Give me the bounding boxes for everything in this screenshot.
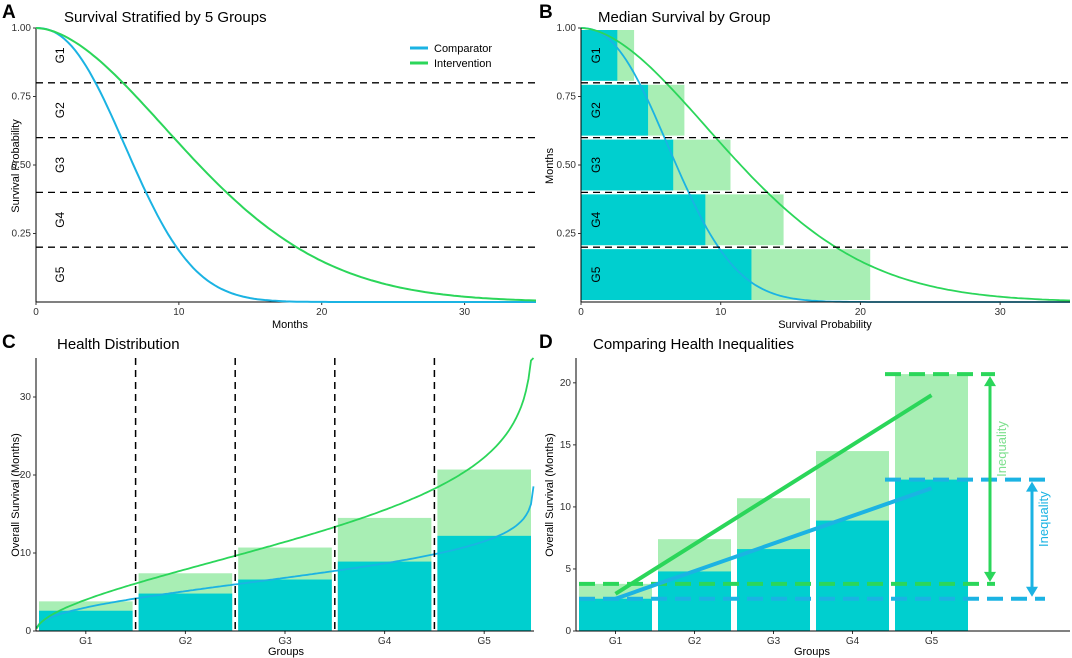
- panel-b-xtick-label: 0: [578, 307, 584, 318]
- panel-c-xtick-label: G3: [278, 636, 292, 647]
- panel-b-bar-comparator: [581, 194, 706, 246]
- panel-a-curve-intervention: [35, 27, 537, 302]
- panel-a-group-label: G1: [53, 47, 67, 63]
- panel-b-ytick-label: 0.75: [557, 92, 577, 103]
- panel-a-xtick-label: 10: [173, 307, 185, 318]
- panel-b-group-label: G5: [589, 266, 603, 282]
- panel-b-xtick-label: 30: [995, 307, 1007, 318]
- panel-c-title: Health Distribution: [57, 336, 180, 353]
- panel-b-xtick-label: 10: [715, 307, 727, 318]
- panel-c-bar-comparator: [337, 561, 432, 631]
- panel-b-ylabel: Months: [544, 147, 556, 184]
- panel-a: A Survival Stratified by 5 Groups Surviv…: [2, 2, 537, 331]
- panel-c-bar-comparator: [138, 593, 233, 631]
- panel-a-ytick-label: 0.50: [12, 160, 32, 171]
- panel-c-ytick-label: 30: [20, 392, 32, 403]
- panel-c-curve-intervention: [35, 357, 535, 630]
- panel-d-arrow-intervention-head-bottom: [984, 571, 996, 582]
- panel-a-legend: Comparator Intervention: [410, 43, 492, 70]
- panel-b-bar-comparator: [581, 84, 649, 136]
- panel-d-arrow-comparator-head-bottom: [1026, 586, 1038, 597]
- panel-c-xtick-label: G1: [79, 636, 93, 647]
- panel-d: D Comparing Health Inequalities Overall …: [539, 332, 1070, 658]
- panel-a-group-label: G3: [53, 157, 67, 173]
- panel-d-bar-comparator: [579, 598, 652, 631]
- panel-a-xtick-label: 0: [33, 307, 39, 318]
- panel-d-xtick-label: G2: [688, 636, 702, 647]
- panel-b-label: B: [539, 2, 553, 23]
- panel-b-ytick-label: 0.50: [557, 160, 577, 171]
- panel-a-xlabel: Months: [272, 319, 309, 331]
- panel-d-xtick-label: G3: [767, 636, 781, 647]
- panel-d-bar-comparator: [895, 479, 968, 631]
- panel-b-group-label: G4: [589, 211, 603, 227]
- panel-d-xtick-label: G5: [925, 636, 939, 647]
- panel-a-ytick-label: 1.00: [12, 23, 32, 34]
- panel-b-bar-comparator: [581, 249, 752, 300]
- panel-d-label: D: [539, 332, 553, 353]
- panel-c-curve-comparator: [35, 486, 535, 629]
- panel-b-group-label: G3: [589, 157, 603, 173]
- panel-c-xtick-label: G2: [179, 636, 193, 647]
- panel-b-group-label: G2: [589, 102, 603, 118]
- panel-d-xtick-label: G4: [846, 636, 860, 647]
- panel-d-ylabel: Overall Survival (Months): [544, 433, 556, 556]
- panel-b-ytick-label: 0.25: [557, 229, 577, 240]
- panel-c-bar-comparator: [238, 579, 332, 631]
- panel-c-ytick-label: 10: [20, 548, 32, 559]
- panel-c-label: C: [2, 332, 16, 353]
- legend-comparator-label: Comparator: [434, 43, 492, 55]
- panel-b-xtick-label: 20: [855, 307, 867, 318]
- panel-c-bar-comparator: [437, 535, 531, 631]
- panel-c-xtick-label: G5: [478, 636, 492, 647]
- panel-d-ytick-label: 15: [560, 440, 572, 451]
- panel-a-ytick-label: 0.75: [12, 92, 32, 103]
- panel-a-group-label: G5: [53, 266, 67, 282]
- panel-c-ylabel: Overall Survival (Months): [10, 433, 22, 556]
- panel-d-ytick-label: 20: [560, 378, 572, 389]
- panel-d-bar-comparator: [737, 549, 810, 631]
- panel-d-xtick-label: G1: [609, 636, 623, 647]
- panel-b-title: Median Survival by Group: [598, 9, 771, 26]
- panel-d-trend-comparator: [614, 486, 933, 601]
- panel-d-inequality-label-intervention: Inequality: [994, 421, 1009, 477]
- panel-c: C Health Distribution Overall Survival (…: [2, 332, 535, 658]
- panel-b-bar-comparator: [581, 30, 618, 81]
- panel-d-title: Comparing Health Inequalities: [593, 336, 794, 353]
- panel-c-bar-comparator: [39, 610, 133, 631]
- panel-a-xtick-label: 20: [316, 307, 328, 318]
- panel-b-ytick-label: 1.00: [557, 23, 577, 34]
- panel-b-bar-comparator: [581, 139, 674, 191]
- panel-d-inequality-label-comparator: Inequality: [1036, 491, 1051, 547]
- panel-b-xlabel: Survival Probability: [778, 319, 872, 331]
- panel-a-ylabel: Survival Probability: [10, 119, 22, 213]
- panel-b: B Median Survival by Group Months Surviv…: [539, 2, 1071, 331]
- panel-a-xtick-label: 30: [459, 307, 471, 318]
- panel-d-arrow-intervention-head-top: [984, 376, 996, 387]
- legend-intervention-label: Intervention: [434, 58, 491, 70]
- panel-a-title: Survival Stratified by 5 Groups: [64, 9, 267, 26]
- panel-d-ytick-label: 10: [560, 502, 572, 513]
- panel-d-trend-intervention: [614, 393, 933, 596]
- panel-b-group-label: G1: [589, 47, 603, 63]
- panel-a-group-label: G4: [53, 211, 67, 227]
- panel-d-arrow-comparator-head-top: [1026, 481, 1038, 492]
- panel-a-ytick-label: 0.25: [12, 229, 32, 240]
- panel-c-ytick-label: 20: [20, 470, 32, 481]
- panel-a-label: A: [2, 2, 16, 23]
- panel-a-group-label: G2: [53, 102, 67, 118]
- panel-d-bar-comparator: [816, 520, 889, 631]
- panel-d-xlabel: Groups: [794, 646, 831, 658]
- panel-c-ytick-label: 0: [25, 626, 31, 637]
- panel-c-xtick-label: G4: [378, 636, 392, 647]
- panel-b-curve-intervention: [580, 27, 1071, 302]
- panel-a-curve-comparator: [35, 27, 536, 303]
- panel-d-ytick-label: 0: [565, 626, 571, 637]
- panel-d-ytick-label: 5: [565, 564, 571, 575]
- panel-c-xlabel: Groups: [268, 646, 305, 658]
